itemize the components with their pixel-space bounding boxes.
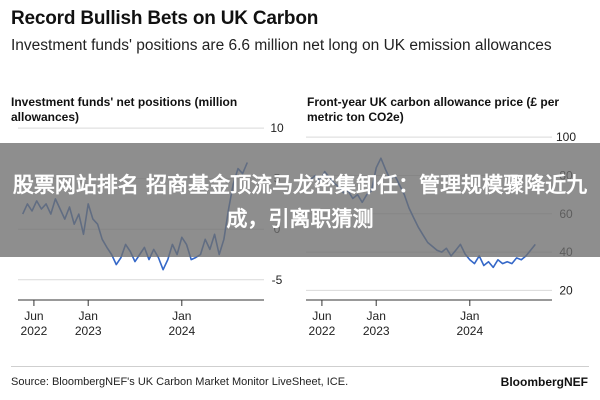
price-x-tick-month: Jan [460, 309, 479, 323]
price-x-tick-year: 2022 [309, 324, 336, 338]
positions-panel-title: Investment funds' net positions (million… [11, 95, 238, 124]
price-x-tick-year: 2023 [363, 324, 390, 338]
price-x-tick-year: 2024 [456, 324, 483, 338]
price-panel-title: Front-year UK carbon allowance price (£ … [307, 95, 560, 124]
positions-y-tick-label: -5 [272, 273, 283, 287]
positions-y-tick-label: 10 [270, 121, 284, 135]
positions-x-tick-year: 2022 [21, 324, 48, 338]
source-note: Source: BloombergNEF's UK Carbon Market … [11, 376, 349, 388]
brand-logo: BloombergNEF [500, 375, 588, 389]
price-y-tick-label: 20 [559, 283, 573, 297]
footer-divider [11, 366, 589, 367]
chart-title: Record Bullish Bets on UK Carbon [11, 8, 319, 29]
price-y-tick-label: 100 [556, 130, 576, 144]
price-x-tick-month: Jun [312, 309, 331, 323]
overlay-banner [0, 143, 600, 257]
positions-x-tick-month: Jun [24, 309, 43, 323]
price-x-tick-month: Jan [367, 309, 386, 323]
overlay-banner-text: 股票网站排名 招商基金顶流马龙密集卸任：管理规模骤降近九成，引离职猜测 [12, 173, 588, 231]
positions-x-tick-month: Jan [79, 309, 98, 323]
positions-x-tick-year: 2024 [168, 324, 195, 338]
positions-x-tick-month: Jan [172, 309, 191, 323]
chart-subtitle: Investment funds' positions are 6.6 mill… [11, 37, 552, 54]
positions-x-tick-year: 2023 [75, 324, 102, 338]
